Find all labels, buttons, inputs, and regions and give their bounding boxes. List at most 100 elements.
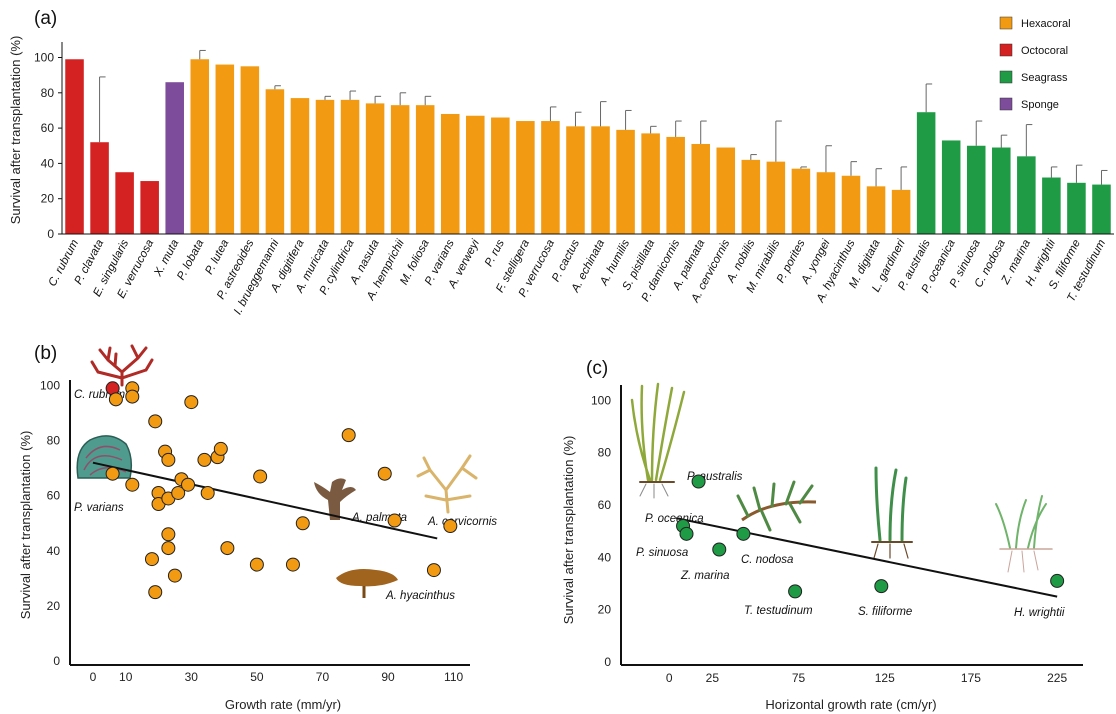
panel-b-label: (b) (34, 343, 57, 364)
p-australis-illustration (630, 382, 686, 499)
legend-label-octocoral: Octocoral (1021, 45, 1068, 57)
scatter-point (108, 392, 123, 407)
scatter-point (161, 527, 176, 542)
bar (641, 133, 660, 234)
panel-b-trendline (92, 461, 438, 540)
legend-swatch-octocoral (999, 43, 1013, 57)
bar (541, 121, 560, 234)
panel-b-xtick-label: 0 (90, 670, 97, 684)
bar (941, 140, 961, 234)
bar (766, 161, 786, 234)
category-label: P. lutea (203, 238, 231, 277)
scatter-point (125, 477, 140, 492)
panel-b-xlabel: Growth rate (mm/yr) (225, 697, 341, 712)
panel-c-xtick-label: 25 (706, 671, 720, 685)
bar (1092, 184, 1111, 234)
panel-b-ytick-label: 100 (40, 379, 60, 393)
bar (916, 112, 936, 234)
scatter-point (125, 389, 140, 404)
label-c-nodosa: C. nodosa (741, 554, 793, 566)
label-s-filiforme: S. filiforme (858, 606, 912, 618)
label-h-wrightii: H. wrightii (1014, 607, 1065, 619)
scatter-point (144, 552, 159, 567)
panel-b-xtick-label: 10 (119, 670, 133, 684)
panel-a-y-axis: 0 20 40 60 80 100 (34, 51, 62, 241)
bar (616, 129, 635, 234)
panel-b: (b) Survival after transplantation (%) G… (18, 343, 497, 712)
panel-a-legend: Hexacoral Octocoral Seagrass Sponge (999, 16, 1071, 111)
legend-label-seagrass: Seagrass (1021, 72, 1068, 84)
panel-c-label: (c) (586, 358, 608, 379)
scatter-point (295, 516, 310, 531)
bar (365, 103, 385, 234)
legend-swatch-sponge (999, 97, 1013, 111)
bar (240, 66, 260, 234)
bar (791, 168, 811, 234)
bar (140, 181, 159, 234)
panel-c: (c) Survival after transplantation (%) H… (561, 358, 1083, 712)
label-t-testudinum: T. testudinum (744, 605, 813, 617)
panel-b-ylabel: Survival after transplantation (%) (18, 431, 33, 620)
bar (115, 172, 134, 234)
scatter-point (736, 526, 751, 541)
scatter-point (105, 466, 120, 481)
scatter-point (200, 485, 215, 500)
panel-b-xtick-label: 30 (185, 670, 199, 684)
bar (440, 113, 460, 234)
bar (566, 126, 585, 234)
scatter-point (679, 526, 694, 541)
panel-a-ytick-label: 40 (41, 156, 55, 170)
panel-a-bars (65, 59, 1111, 235)
t-testudinum-illustration (871, 466, 913, 559)
bar (666, 136, 685, 234)
label-p-oceanica: P. oceanica (645, 513, 704, 525)
scatter-point (377, 466, 392, 481)
bar (1017, 156, 1036, 234)
bar (1067, 182, 1086, 234)
legend-swatch-seagrass (999, 70, 1013, 84)
bar (816, 172, 836, 234)
staghorn-coral-illustration (416, 454, 478, 514)
scatter-point (387, 513, 402, 528)
panel-a-ytick-label: 80 (41, 86, 55, 100)
bar (591, 126, 610, 234)
panel-a-ylabel: Survival after transplantation (%) (8, 36, 23, 225)
scatter-point (443, 519, 458, 534)
bar (340, 99, 360, 234)
elkhorn-coral-illustration (314, 478, 356, 520)
scatter-point (161, 452, 176, 467)
panel-c-x-axis: 0 25 75 125 175 225 (666, 671, 1068, 685)
legend-swatch-hexacoral (999, 16, 1013, 30)
bar (190, 59, 210, 234)
label-a-hyacinthus: A. hyacinthus (385, 590, 455, 602)
label-p-sinuosa: P. sinuosa (636, 547, 688, 559)
label-a-cervicornis: A. cervicornis (427, 516, 497, 528)
bar (966, 145, 986, 234)
scatter-point (148, 585, 163, 600)
panel-c-xtick-label: 175 (961, 671, 981, 685)
panel-c-ytick-label: 20 (598, 603, 612, 617)
panel-b-ytick-label: 0 (53, 654, 60, 668)
bar (466, 115, 485, 234)
panel-a-ytick-label: 0 (47, 227, 54, 241)
panel-b-points (105, 381, 458, 600)
bar (165, 82, 184, 235)
bar (215, 64, 235, 234)
panel-c-ytick-label: 40 (598, 550, 612, 564)
scatter-point (341, 428, 356, 443)
scatter-point (691, 474, 706, 489)
scatter-point (874, 579, 889, 594)
panel-c-ytick-label: 60 (598, 498, 612, 512)
panel-c-xtick-label: 75 (792, 671, 806, 685)
bar (415, 105, 435, 234)
legend-label-sponge: Sponge (1021, 99, 1059, 111)
scatter-point (167, 568, 182, 583)
scatter-point (1050, 573, 1065, 588)
panel-b-ytick-label: 40 (47, 544, 61, 558)
panel-c-ytick-label: 0 (604, 655, 611, 669)
scatter-point (161, 541, 176, 556)
panel-a-label: (a) (34, 8, 57, 29)
bar (65, 59, 84, 234)
scatter-point (712, 542, 727, 557)
